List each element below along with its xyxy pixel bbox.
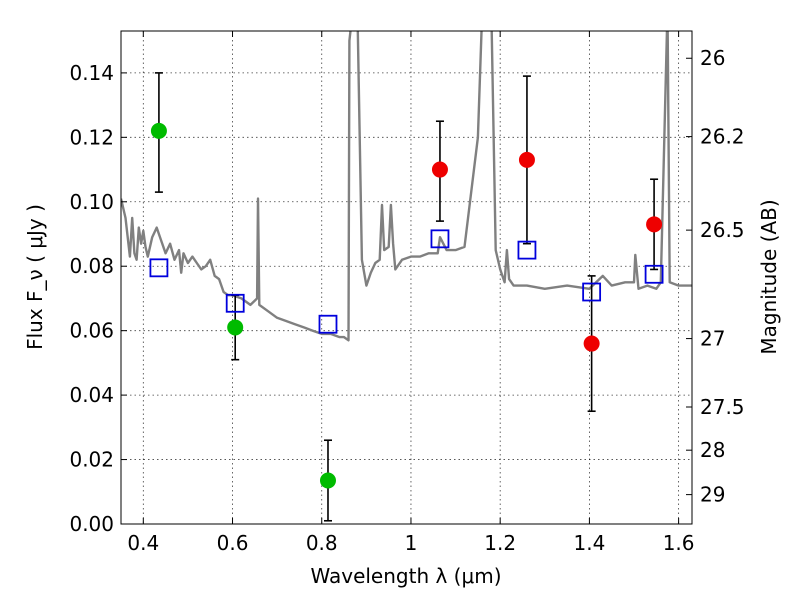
photometry-point-marker [150,122,167,139]
x-tick-label: 1.6 [663,531,695,555]
photometry-point-marker [646,216,663,233]
model-flux-square-marker [318,314,338,334]
y-axis-label: Flux F_ν ( μJy ) [23,204,47,350]
plot-frame [120,30,693,525]
y-tick-label: 0.02 [69,448,114,472]
y-tick-label: 0.10 [69,190,114,214]
photometry-point-marker [227,319,244,336]
photometry-point-marker [431,161,448,178]
right-tick-label: 28 [700,438,725,462]
model-flux-square-marker [582,282,602,302]
y-tick-label: 0.08 [69,254,114,278]
model-flux-square-marker [644,264,664,284]
model-flux-square-marker [149,258,169,278]
x-tick-label: 1.4 [573,531,605,555]
right-tick-label: 26.2 [700,125,745,149]
right-tick-label: 26.5 [700,218,745,242]
right-tick-label: 26 [700,46,725,70]
model-flux-square-marker [430,229,450,249]
x-tick-label: 0.4 [127,531,159,555]
y-tick-label: 0.00 [69,512,114,536]
x-tick-label: 1.2 [484,531,516,555]
x-tick-label: 1 [405,531,418,555]
model-flux-square-marker [225,293,245,313]
photometry-point-marker [518,151,535,168]
y-tick-label: 0.06 [69,319,114,343]
photometry-point-marker [583,335,600,352]
photometry-point-marker [319,472,336,489]
y-tick-label: 0.14 [69,61,114,85]
model-flux-square-marker [517,240,537,260]
x-tick-label: 0.6 [217,531,249,555]
x-axis-label: Wavelength λ (μm) [310,564,501,588]
y-tick-label: 0.12 [69,125,114,149]
x-tick-label: 0.8 [306,531,338,555]
model-spectrum-line [121,31,692,342]
y-tick-label: 0.04 [69,383,114,407]
right-tick-label: 27.5 [700,395,745,419]
y-axis-right-label: Magnitude (AB) [757,199,781,354]
right-tick-label: 27 [700,327,725,351]
right-tick-label: 29 [700,483,725,507]
